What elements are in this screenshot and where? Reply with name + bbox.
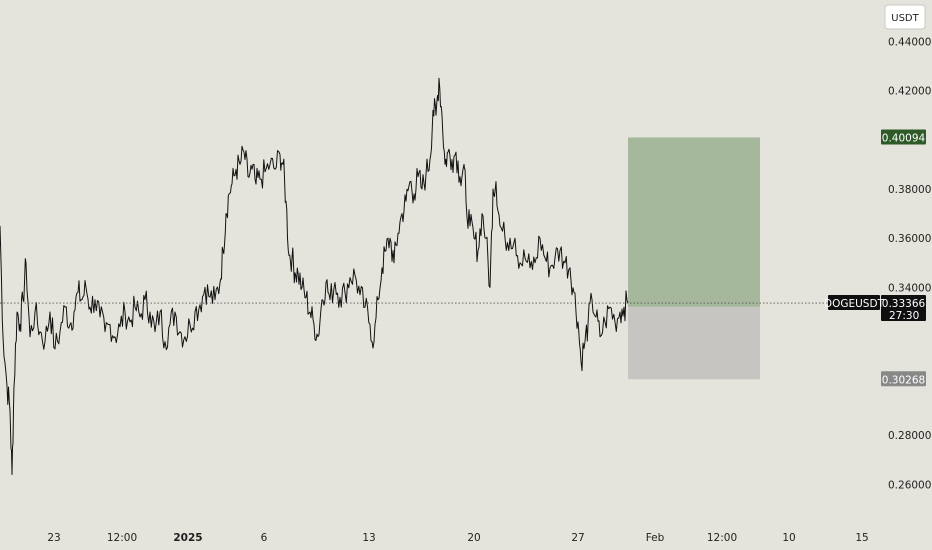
price-line [0, 77, 629, 475]
time-tick-label: 12:00 [707, 532, 737, 544]
time-tick-label: 23 [47, 532, 60, 544]
time-tick-label: 2025 [173, 532, 202, 544]
price-tick-label: 0.38000 [888, 184, 931, 196]
time-tick-label: 10 [782, 532, 795, 544]
symbol-tag[interactable]: DOGEUSDT [824, 295, 885, 311]
time-tick-label: 20 [467, 532, 480, 544]
price-tick-label: 0.26000 [888, 479, 931, 491]
time-tick-label: 13 [362, 532, 375, 544]
stop-price-tag[interactable]: 0.30268 [881, 371, 926, 387]
target-price-tag[interactable]: 0.40094 [881, 129, 926, 145]
currency-button[interactable]: USDT [884, 4, 926, 30]
current-price-tag-label: 0.33366 [882, 298, 926, 310]
price-tick-label: 0.28000 [888, 430, 931, 442]
time-tick-label: 12:00 [107, 532, 137, 544]
current-price-tag-countdown: 27:30 [889, 310, 919, 322]
time-tick-label: 6 [261, 532, 268, 544]
time-axis[interactable]: 23 12:00 2025 6 13 20 27 Feb 12:00 10 15 [47, 532, 868, 544]
target-price-tag-label: 0.40094 [882, 132, 926, 144]
currency-label: USDT [891, 13, 919, 24]
price-tick-label: 0.44000 [888, 36, 931, 48]
price-tick-label: 0.42000 [888, 86, 931, 98]
time-tick-label: 15 [855, 532, 868, 544]
stop-loss-zone[interactable] [628, 306, 760, 380]
stop-price-tag-label: 0.30268 [882, 374, 925, 386]
take-profit-zone[interactable] [628, 137, 760, 307]
price-tick-label: 0.34000 [888, 282, 931, 294]
symbol-label: DOGEUSDT [824, 298, 885, 310]
time-tick-label: Feb [646, 532, 665, 544]
price-tick-label: 0.36000 [888, 233, 931, 245]
price-axis[interactable]: 0.44000 0.42000 0.38000 0.36000 0.34000 0.280… [888, 36, 931, 491]
time-tick-label: 27 [571, 532, 584, 544]
